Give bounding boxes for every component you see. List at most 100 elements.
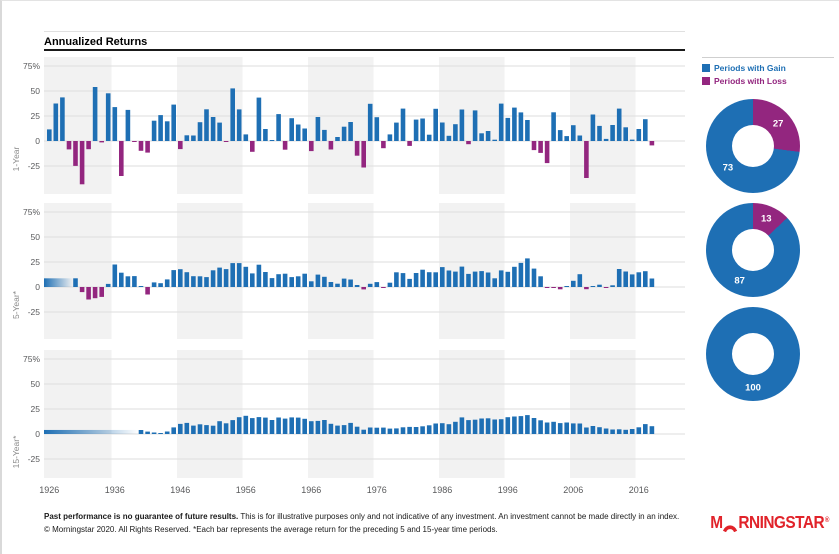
return-bar-1937: [119, 141, 124, 176]
return-bar-2011: [603, 287, 609, 288]
return-bar-2003: [551, 421, 556, 434]
return-bar-1946: [178, 141, 183, 150]
return-bar-1959: [263, 417, 268, 434]
decade-stripe: [570, 57, 636, 194]
return-bar-2015: [629, 139, 635, 141]
x-tick-label: 1936: [105, 485, 125, 495]
return-bar-2012: [610, 429, 615, 434]
return-bar-1987: [446, 135, 452, 141]
return-bar-1974: [361, 141, 366, 168]
return-bar-1969: [328, 282, 334, 287]
return-bar-1962: [282, 418, 288, 434]
logo-text-rest: RNINGSTAR: [737, 512, 824, 532]
return-bar-1945: [171, 270, 176, 287]
return-bar-1992: [479, 418, 484, 434]
return-bar-2013: [616, 429, 622, 434]
return-bar-2003: [551, 287, 556, 288]
return-bar-1993: [485, 131, 491, 141]
return-bar-2013: [616, 108, 622, 141]
decade-stripe: [308, 203, 374, 339]
x-tick-label: 1926: [39, 485, 59, 495]
return-bar-2007: [577, 274, 583, 287]
return-bar-1951: [210, 270, 216, 287]
gain-percent-label: 73: [722, 162, 734, 174]
return-bar-1944: [164, 431, 170, 434]
return-bar-1983: [420, 426, 425, 434]
donut-hole: [732, 125, 774, 167]
return-bar-2014: [623, 127, 628, 141]
return-bar-1979: [394, 428, 399, 434]
return-bar-1966: [309, 141, 314, 152]
return-bar-1927: [53, 103, 59, 141]
panel-axis-label: 5-Year*: [11, 290, 21, 319]
return-bar-2000: [531, 418, 537, 434]
y-tick-label: 25: [31, 111, 41, 121]
return-bar-1991: [472, 110, 478, 141]
return-bar-1992: [479, 271, 484, 287]
return-bar-1950: [204, 277, 209, 287]
return-bar-1974: [361, 287, 366, 290]
return-bar-1984: [426, 272, 432, 287]
gain-percent-label: 87: [734, 275, 745, 287]
return-bar-2003: [551, 112, 556, 141]
return-bar-1973: [354, 141, 360, 156]
y-tick-label: 25: [31, 404, 41, 414]
return-bar-1953: [223, 269, 229, 287]
decade-stripe: [44, 203, 112, 339]
return-bar-1947: [184, 135, 190, 141]
return-bar-2005: [564, 286, 569, 287]
return-bar-2005: [564, 422, 569, 434]
y-tick-label: 75%: [23, 207, 40, 217]
x-tick-label: 1986: [432, 485, 452, 495]
return-bar-2009: [590, 286, 596, 287]
return-bar-1952: [217, 267, 222, 287]
return-bar-1949: [197, 122, 203, 141]
return-bar-1994: [492, 278, 497, 287]
return-bar-2009: [590, 114, 596, 141]
donut-15-year-periods: 100: [706, 307, 800, 401]
return-bar-1990: [466, 141, 471, 145]
return-bar-1983: [420, 118, 425, 141]
return-bar-1968: [322, 276, 327, 287]
return-bar-1998: [518, 416, 524, 434]
return-bar-1934: [99, 141, 104, 143]
return-bar-1951: [210, 117, 216, 141]
return-bar-1999: [525, 258, 530, 287]
return-bar-1932: [86, 141, 91, 150]
return-bar-2018: [649, 426, 655, 434]
return-bar-1991: [472, 419, 478, 434]
return-bar-2001: [538, 276, 543, 287]
decade-stripe: [570, 203, 636, 339]
x-tick-label: 1966: [301, 485, 321, 495]
return-bar-1967: [315, 420, 321, 434]
return-bar-1952: [217, 421, 222, 434]
return-bar-1942: [151, 282, 157, 287]
return-bar-1940: [138, 141, 144, 151]
return-bar-1984: [426, 425, 432, 434]
return-bar-1937: [119, 272, 124, 287]
return-bar-1997: [512, 107, 517, 141]
return-bar-1968: [322, 420, 327, 434]
x-tick-label: 1956: [236, 485, 256, 495]
donut-5-year-periods: 13 87: [706, 203, 800, 297]
return-bar-1933: [92, 87, 98, 141]
decade-stripe: [439, 57, 505, 194]
return-bar-1995: [498, 419, 504, 434]
x-axis-labels: 1926 1936 1946 1956 1966 1976 1986 1996 2006 2016: [39, 485, 649, 495]
return-bar-1972: [348, 279, 353, 287]
return-bar-1926: [47, 129, 52, 141]
return-bar-1940: [138, 430, 144, 434]
return-bar-2007: [577, 423, 583, 434]
footer-warning: Past performance is no guarantee of futu…: [44, 512, 239, 521]
return-bar-2008: [584, 427, 589, 434]
return-bar-1986: [440, 122, 445, 141]
return-bar-1982: [413, 427, 419, 434]
decade-stripe: [570, 350, 636, 478]
return-bar-1971: [341, 126, 347, 141]
y-tick-label: 50: [31, 232, 41, 242]
y-tick-label: 50: [31, 379, 41, 389]
y-tick-label: 0: [35, 136, 40, 146]
return-bar-1958: [256, 417, 262, 434]
return-bar-2016: [636, 427, 642, 434]
